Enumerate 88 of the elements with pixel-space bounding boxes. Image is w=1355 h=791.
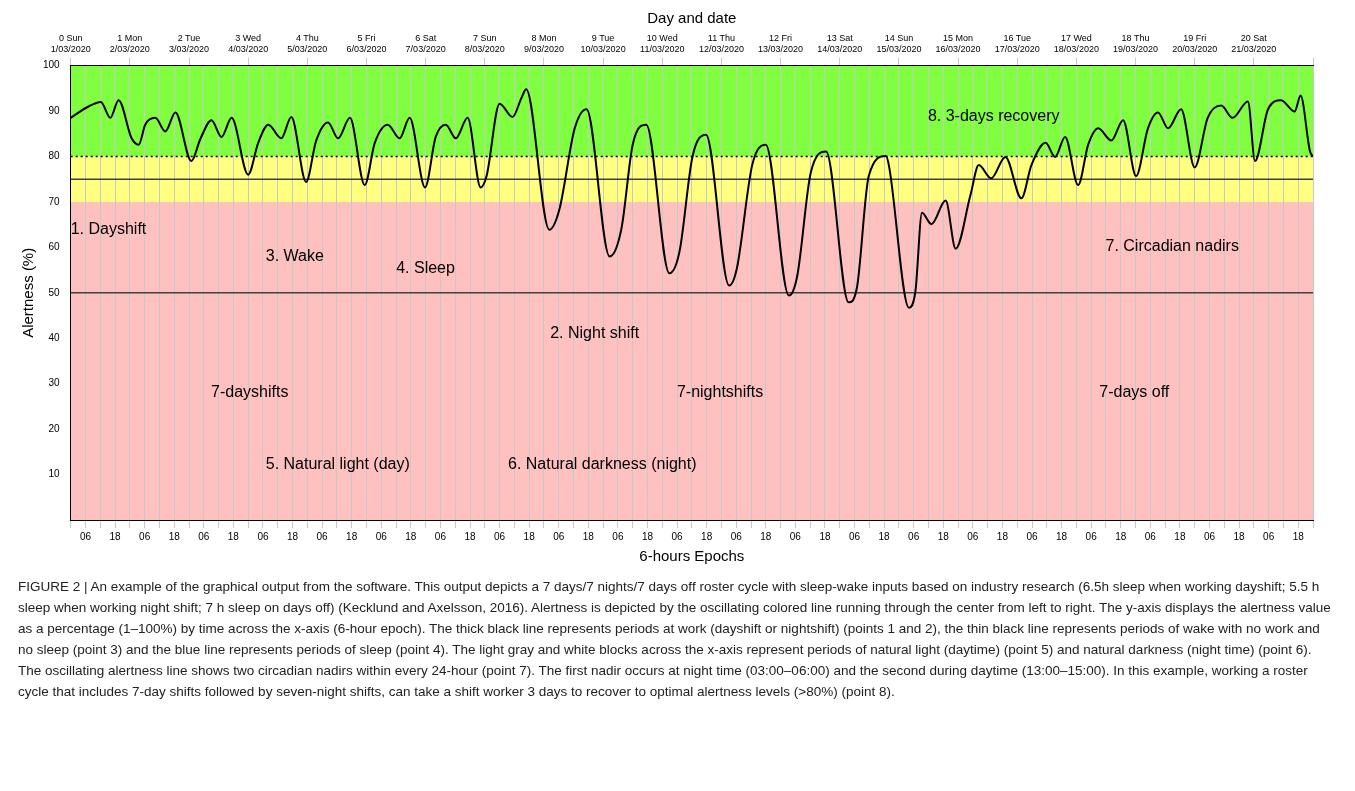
- x-tick-label: 18: [1174, 530, 1186, 542]
- x2-tick-label: 5 Fri 6/03/2020: [346, 32, 387, 54]
- x2-tick-label: 8 Mon 9/03/2020: [523, 32, 564, 54]
- x2-tick-label: 10 Wed 11/03/2020: [640, 32, 685, 54]
- x-tick-label: 18: [1292, 530, 1305, 542]
- x-tick-label: 06: [79, 530, 92, 542]
- x-tick-label: 18: [346, 530, 358, 542]
- x-tick-label: 06: [375, 530, 388, 542]
- x2-tick-label: 0 Sun 1/03/2020: [50, 32, 91, 54]
- x-tick-label: 18: [819, 530, 831, 542]
- x-tick-label: 18: [937, 530, 950, 542]
- annotation: 2. Night shift: [550, 324, 640, 342]
- annotation: 7-days off: [1099, 383, 1170, 401]
- x-tick-label: 06: [848, 530, 861, 542]
- x-tick-label: 18: [1233, 530, 1246, 542]
- x2-tick-label: 3 Wed 4/03/2020: [228, 32, 269, 54]
- x-tick-label: 18: [464, 530, 476, 542]
- x-tick-label: 06: [908, 530, 920, 542]
- caption: FIGURE 2 | An example of the graphical output from the software. This output depicts a 7 days/7 nights/7 days off roster cycle with sleep-wake inputs based on industry research (6.5h sleep when working dayshift; 5.5 h sleep when working night shift; 7 h sleep on days off) (Kecklund and Axelsson, 2016). Alertness is depicted by the oscillating colored line running through the center from left to right. The y-axis displays the alertness value as a percentage (1–100%) by time across the x-axis (6-hour epoch). The thick black line represents periods at work (dayshift or nightshift) (points 1 and 2), the thin black line represents periods of wake with no work and no sleep (point 3) and the blue line represents periods of sleep (point 4). The light gray and white blocks across the x-axis represent periods of natural light (daytime) (point 5) and natural darkness (night time) (point 6). The oscillating alertness line shows two circadian nadirs within every 24-hour (point 7). The first nadir occurs at night time (03:00–06:00) and the second during daytime (13:00–15:00). In this example, working a roster cycle that includes 7-day shifts followed by seven-night shifts, can take a shift worker 3 days to recover to optimal alertness levels (>80%) (point 8).: [18, 578, 1332, 701]
- x-tick-label: 06: [316, 530, 329, 542]
- x-tick-label: 18: [701, 530, 713, 542]
- y-tick-label: 40: [48, 331, 61, 343]
- x-tick-label: 06: [730, 530, 743, 542]
- x-tick-label: 18: [286, 530, 299, 542]
- x-tick-label: 06: [553, 530, 565, 542]
- y-tick-label: 50: [48, 286, 61, 298]
- x-tick-label: 18: [1056, 530, 1068, 542]
- x2-tick-label: 4 Thu 5/03/2020: [287, 32, 328, 54]
- x-axis-title: 6-hours Epochs: [639, 547, 745, 565]
- annotation: 7. Circadian nadirs: [1105, 236, 1239, 254]
- x-tick-label: 06: [494, 530, 506, 542]
- annotation: 8. 3-days recovery: [927, 107, 1060, 125]
- x2-tick-label: 2 Tue 3/03/2020: [168, 32, 210, 54]
- x2-tick-label: 11 Thu 12/03/2020: [698, 32, 744, 54]
- x-tick-label: 06: [1085, 530, 1098, 542]
- x-tick-label: 06: [198, 530, 210, 542]
- x-tick-label: 06: [789, 530, 802, 542]
- y-tick-label: 30: [48, 377, 61, 389]
- x-tick-label: 18: [227, 530, 240, 542]
- x-tick-label: 18: [523, 530, 536, 542]
- y-tick-label: 20: [48, 422, 61, 434]
- y-tick-label: 80: [48, 150, 61, 162]
- x-tick-label: 06: [434, 530, 447, 542]
- x2-tick-label: 7 Sun 8/03/2020: [464, 32, 505, 54]
- x-tick-label: 18: [168, 530, 181, 542]
- y-tick-label: 10: [48, 468, 61, 480]
- y-axis-title: Alertness (%): [19, 247, 37, 338]
- x2-tick-label: 17 Wed 18/03/2020: [1053, 32, 1099, 54]
- y-tick-label: 90: [48, 104, 61, 116]
- x2-tick-label: 1 Mon 2/03/2020: [109, 32, 150, 54]
- x2-tick-label: 18 Thu 19/03/2020: [1113, 32, 1159, 54]
- x2-tick-label: 12 Fri 13/03/2020: [758, 32, 804, 54]
- x-tick-label: 18: [582, 530, 595, 542]
- x-tick-label: 06: [1026, 530, 1038, 542]
- x-tick-label: 06: [671, 530, 684, 542]
- x2-tick-label: 16 Tue 17/03/2020: [994, 32, 1040, 54]
- x-tick-label: 06: [1203, 530, 1216, 542]
- x-tick-label: 18: [641, 530, 654, 542]
- x2-tick-label: 13 Sat 14/03/2020: [817, 32, 863, 54]
- x-tick-label: 18: [760, 530, 772, 542]
- x-tick-label: 18: [405, 530, 417, 542]
- annotation: 1. Dayshift: [70, 219, 147, 237]
- annotation: 7-nightshifts: [676, 383, 764, 401]
- x-tick-label: 18: [996, 530, 1009, 542]
- x2-tick-label: 19 Fri 20/03/2020: [1172, 32, 1218, 54]
- x2-tick-label: 14 Sun 15/03/2020: [876, 32, 922, 54]
- x-tick-label: 18: [878, 530, 891, 542]
- x2-tick-label: 9 Tue 10/03/2020: [580, 32, 626, 54]
- annotation: 4. Sleep: [396, 259, 455, 277]
- annotation: 7-dayshifts: [211, 383, 289, 401]
- annotation: 6. Natural darkness (night): [507, 454, 697, 472]
- x-tick-label: 06: [1263, 530, 1275, 542]
- x-tick-label: 06: [139, 530, 151, 542]
- x-tick-label: 06: [1144, 530, 1157, 542]
- x-tick-label: 06: [257, 530, 269, 542]
- annotation: 3. Wake: [265, 246, 324, 264]
- x-tick-label: 06: [612, 530, 624, 542]
- x2-axis-title: Day and date: [647, 9, 737, 27]
- x2-tick-label: 15 Mon 16/03/2020: [935, 32, 981, 54]
- y-tick-label: 60: [48, 241, 61, 253]
- x-tick-label: 18: [1115, 530, 1127, 542]
- annotation: 5. Natural light (day): [265, 454, 410, 472]
- y-tick-label: 100: [43, 59, 61, 71]
- x-tick-label: 18: [109, 530, 122, 542]
- x-tick-label: 06: [967, 530, 979, 542]
- y-tick-label: 70: [48, 195, 61, 207]
- x2-tick-label: 20 Sat 21/03/2020: [1231, 32, 1277, 54]
- x2-tick-label: 6 Sat 7/03/2020: [405, 32, 446, 54]
